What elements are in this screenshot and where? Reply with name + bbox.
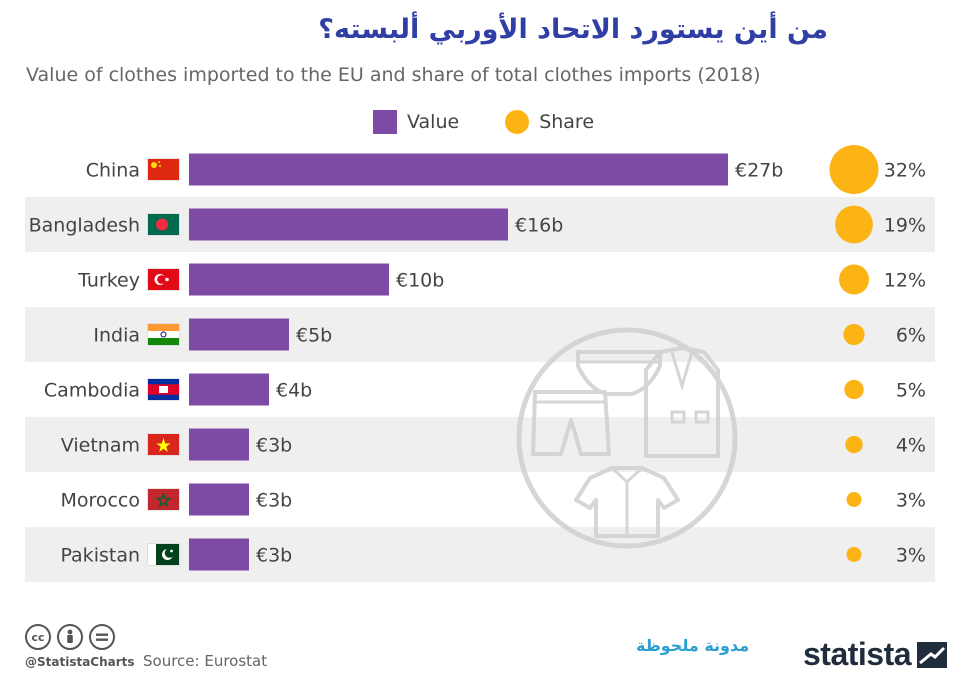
source-note: Source: Eurostat — [143, 652, 268, 670]
share-label: 3% — [896, 545, 926, 567]
value-bar — [189, 538, 249, 571]
chart-row: Turkey €10b 12% — [77, 263, 926, 296]
legend-share-swatch — [505, 110, 530, 134]
morocco-flag-icon — [147, 488, 180, 511]
category-label: Bangladesh — [29, 215, 140, 237]
bangladesh-flag-icon — [147, 213, 180, 236]
value-label: €27b — [735, 160, 783, 182]
value-bar — [189, 428, 249, 461]
statista-wordmark: statista — [803, 636, 912, 672]
category-label: Cambodia — [44, 380, 140, 402]
category-label: Morocco — [60, 490, 140, 512]
value-label: €16b — [515, 215, 563, 237]
value-bar — [189, 318, 289, 351]
cambodia-flag-icon — [147, 378, 180, 401]
legend-value-swatch — [373, 110, 397, 134]
share-label: 5% — [896, 380, 926, 402]
india-flag-icon — [147, 323, 180, 346]
legend-value-label: Value — [407, 111, 460, 133]
share-bubble — [835, 205, 873, 244]
share-label: 4% — [896, 435, 926, 457]
legend-share-label: Share — [539, 111, 595, 133]
license-icons: cc — [25, 624, 115, 650]
blog-watermark: مدونة ملحوظة — [636, 636, 750, 655]
share-bubble — [829, 145, 879, 194]
value-label: €3b — [256, 435, 292, 457]
share-label: 32% — [884, 160, 926, 182]
value-bar — [189, 153, 728, 186]
chart-row: India €5b 6% — [93, 318, 926, 351]
value-bar — [189, 208, 508, 241]
value-label: €5b — [296, 325, 332, 347]
share-label: 6% — [896, 325, 926, 347]
statista-logo-icon — [917, 641, 948, 668]
category-label: Turkey — [77, 270, 140, 292]
vietnam-flag-icon — [147, 433, 180, 456]
share-label: 12% — [884, 270, 926, 292]
value-bar — [189, 373, 269, 406]
share-label: 19% — [884, 215, 926, 237]
category-label: India — [93, 325, 140, 347]
value-label: €10b — [396, 270, 444, 292]
cc-icon: cc — [25, 624, 51, 650]
share-bubble — [838, 264, 870, 295]
chart-rows: China €27b 32% Bangladesh €16b 19% Turkey €10b 1… — [29, 145, 926, 571]
share-bubble — [846, 491, 862, 508]
value-bar — [189, 263, 389, 296]
chart-row: Vietnam €3b 4% — [61, 428, 926, 461]
share-bubble — [844, 379, 864, 400]
china-flag-icon — [147, 158, 180, 181]
category-label: Pakistan — [60, 545, 140, 567]
chart-row: Cambodia €4b 5% — [44, 373, 926, 406]
value-bar — [189, 483, 249, 516]
share-label: 3% — [896, 490, 926, 512]
value-label: €3b — [256, 490, 292, 512]
statista-handle: @StatistaCharts — [25, 655, 135, 669]
value-label: €4b — [276, 380, 312, 402]
category-label: Vietnam — [61, 435, 140, 457]
legend: Value Share — [373, 110, 594, 134]
chart-subtitle: Value of clothes imported to the EU and … — [26, 64, 761, 86]
share-bubble — [843, 323, 865, 346]
statista-logo: statista — [803, 636, 948, 673]
category-label: China — [86, 160, 140, 182]
attribution-icon — [57, 624, 83, 650]
turkey-flag-icon — [147, 268, 180, 291]
no-derivatives-icon — [89, 624, 115, 650]
clothes-watermark-icon — [516, 327, 738, 549]
chart-row: Pakistan €3b 3% — [60, 538, 926, 571]
value-label: €3b — [256, 545, 292, 567]
pakistan-flag-icon — [147, 543, 180, 566]
chart-row: China €27b 32% — [86, 145, 926, 194]
page-title: من أين يستورد الاتحاد الأوربي ألبسته؟ — [318, 14, 828, 45]
chart-row: Morocco €3b 3% — [60, 483, 926, 516]
chart-row: Bangladesh €16b 19% — [29, 205, 926, 244]
share-bubble — [846, 546, 862, 563]
share-bubble — [845, 435, 863, 454]
